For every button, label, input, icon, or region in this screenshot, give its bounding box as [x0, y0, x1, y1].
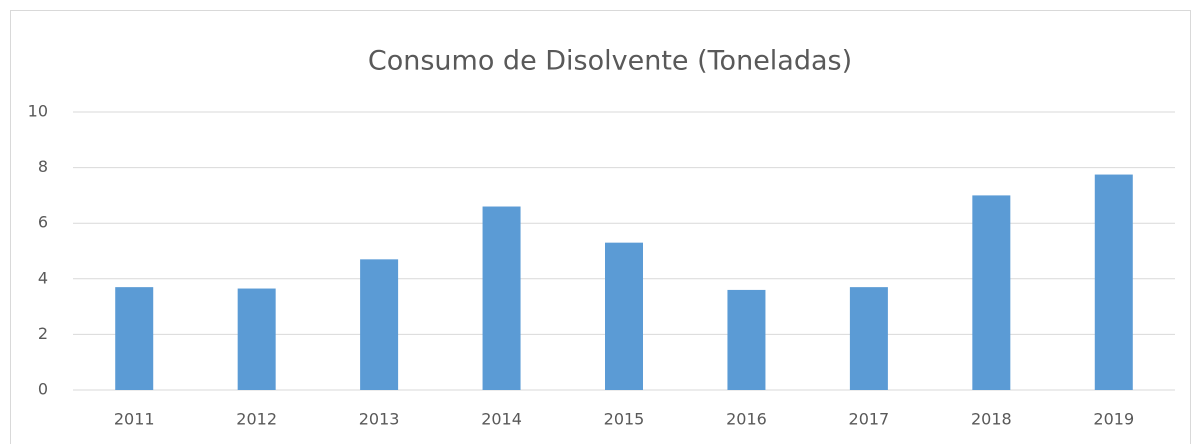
- y-tick-label: 0: [38, 380, 48, 399]
- x-tick-label: 2016: [726, 410, 767, 429]
- y-tick-label: 6: [38, 213, 48, 232]
- x-tick-label: 2014: [481, 410, 522, 429]
- x-tick-label: 2018: [971, 410, 1012, 429]
- y-tick-label: 10: [28, 102, 48, 121]
- x-tick-label: 2011: [114, 410, 155, 429]
- bar: [972, 195, 1011, 390]
- x-tick-label: 2019: [1093, 410, 1134, 429]
- y-tick-label: 8: [38, 157, 48, 176]
- x-tick-label: 2013: [359, 410, 400, 429]
- x-tick-label: 2017: [849, 410, 890, 429]
- bar: [237, 288, 276, 390]
- bar: [849, 287, 888, 390]
- bar: [727, 289, 766, 390]
- y-tick-label: 4: [38, 268, 48, 287]
- bar: [115, 287, 154, 390]
- bar: [360, 259, 399, 390]
- chart-title: Consumo de Disolvente (Toneladas): [368, 46, 852, 77]
- bar: [1094, 174, 1133, 390]
- x-tick-label: 2015: [604, 410, 645, 429]
- bar: [482, 206, 521, 390]
- bar: [605, 242, 643, 390]
- y-tick-label: 2: [38, 324, 48, 343]
- x-tick-label: 2012: [236, 410, 277, 429]
